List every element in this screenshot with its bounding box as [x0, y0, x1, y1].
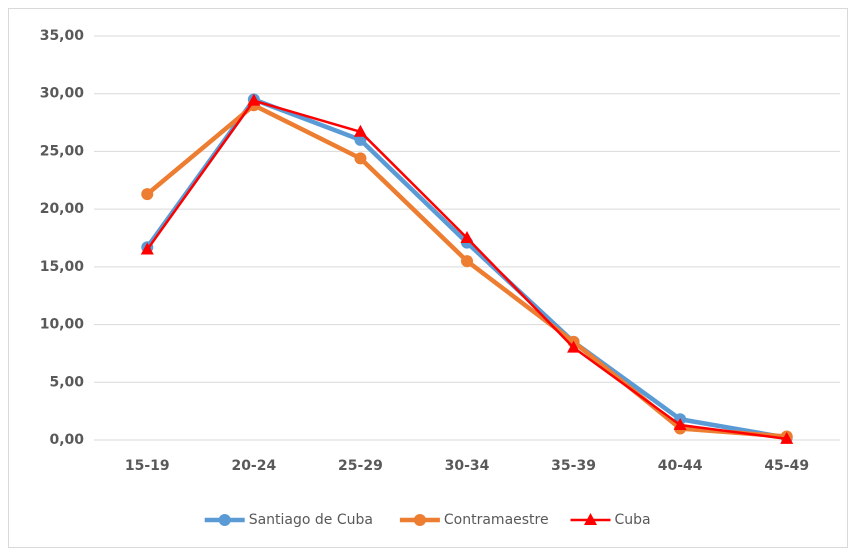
y-tick-label: 15,00	[40, 259, 85, 275]
data-point	[140, 242, 154, 255]
y-tick-label: 35,00	[40, 28, 85, 44]
legend-marker	[584, 513, 597, 525]
legend-marker	[218, 514, 231, 526]
x-tick-label: 30-34	[445, 458, 490, 474]
data-point	[354, 133, 367, 146]
y-tick-label: 0,00	[49, 432, 84, 448]
y-tick-label: 20,00	[40, 201, 85, 217]
y-tick-label: 30,00	[40, 86, 85, 102]
data-point	[141, 188, 154, 201]
x-tick-label: 40-44	[658, 458, 703, 474]
y-tick-label: 10,00	[40, 317, 85, 333]
data-point	[354, 152, 367, 165]
legend-label: Contramaestre	[444, 512, 549, 528]
data-point	[673, 417, 687, 430]
y-tick-label: 25,00	[40, 143, 85, 159]
y-tick-label: 5,00	[49, 374, 84, 390]
data-point	[460, 231, 474, 243]
x-tick-label: 15-19	[125, 458, 170, 474]
data-point	[567, 340, 581, 353]
legend-label: Santiago de Cuba	[249, 512, 373, 528]
legend-label: Cuba	[615, 512, 651, 528]
x-tick-label: 20-24	[231, 458, 276, 474]
data-point	[353, 124, 367, 137]
data-point	[247, 93, 261, 106]
x-tick-label: 35-39	[551, 458, 596, 474]
data-point	[461, 255, 473, 268]
data-point	[780, 431, 794, 444]
legend-marker	[413, 514, 426, 526]
chart-border	[8, 8, 848, 548]
x-tick-label: 45-49	[764, 458, 809, 474]
x-tick-label: 25-29	[338, 458, 383, 474]
